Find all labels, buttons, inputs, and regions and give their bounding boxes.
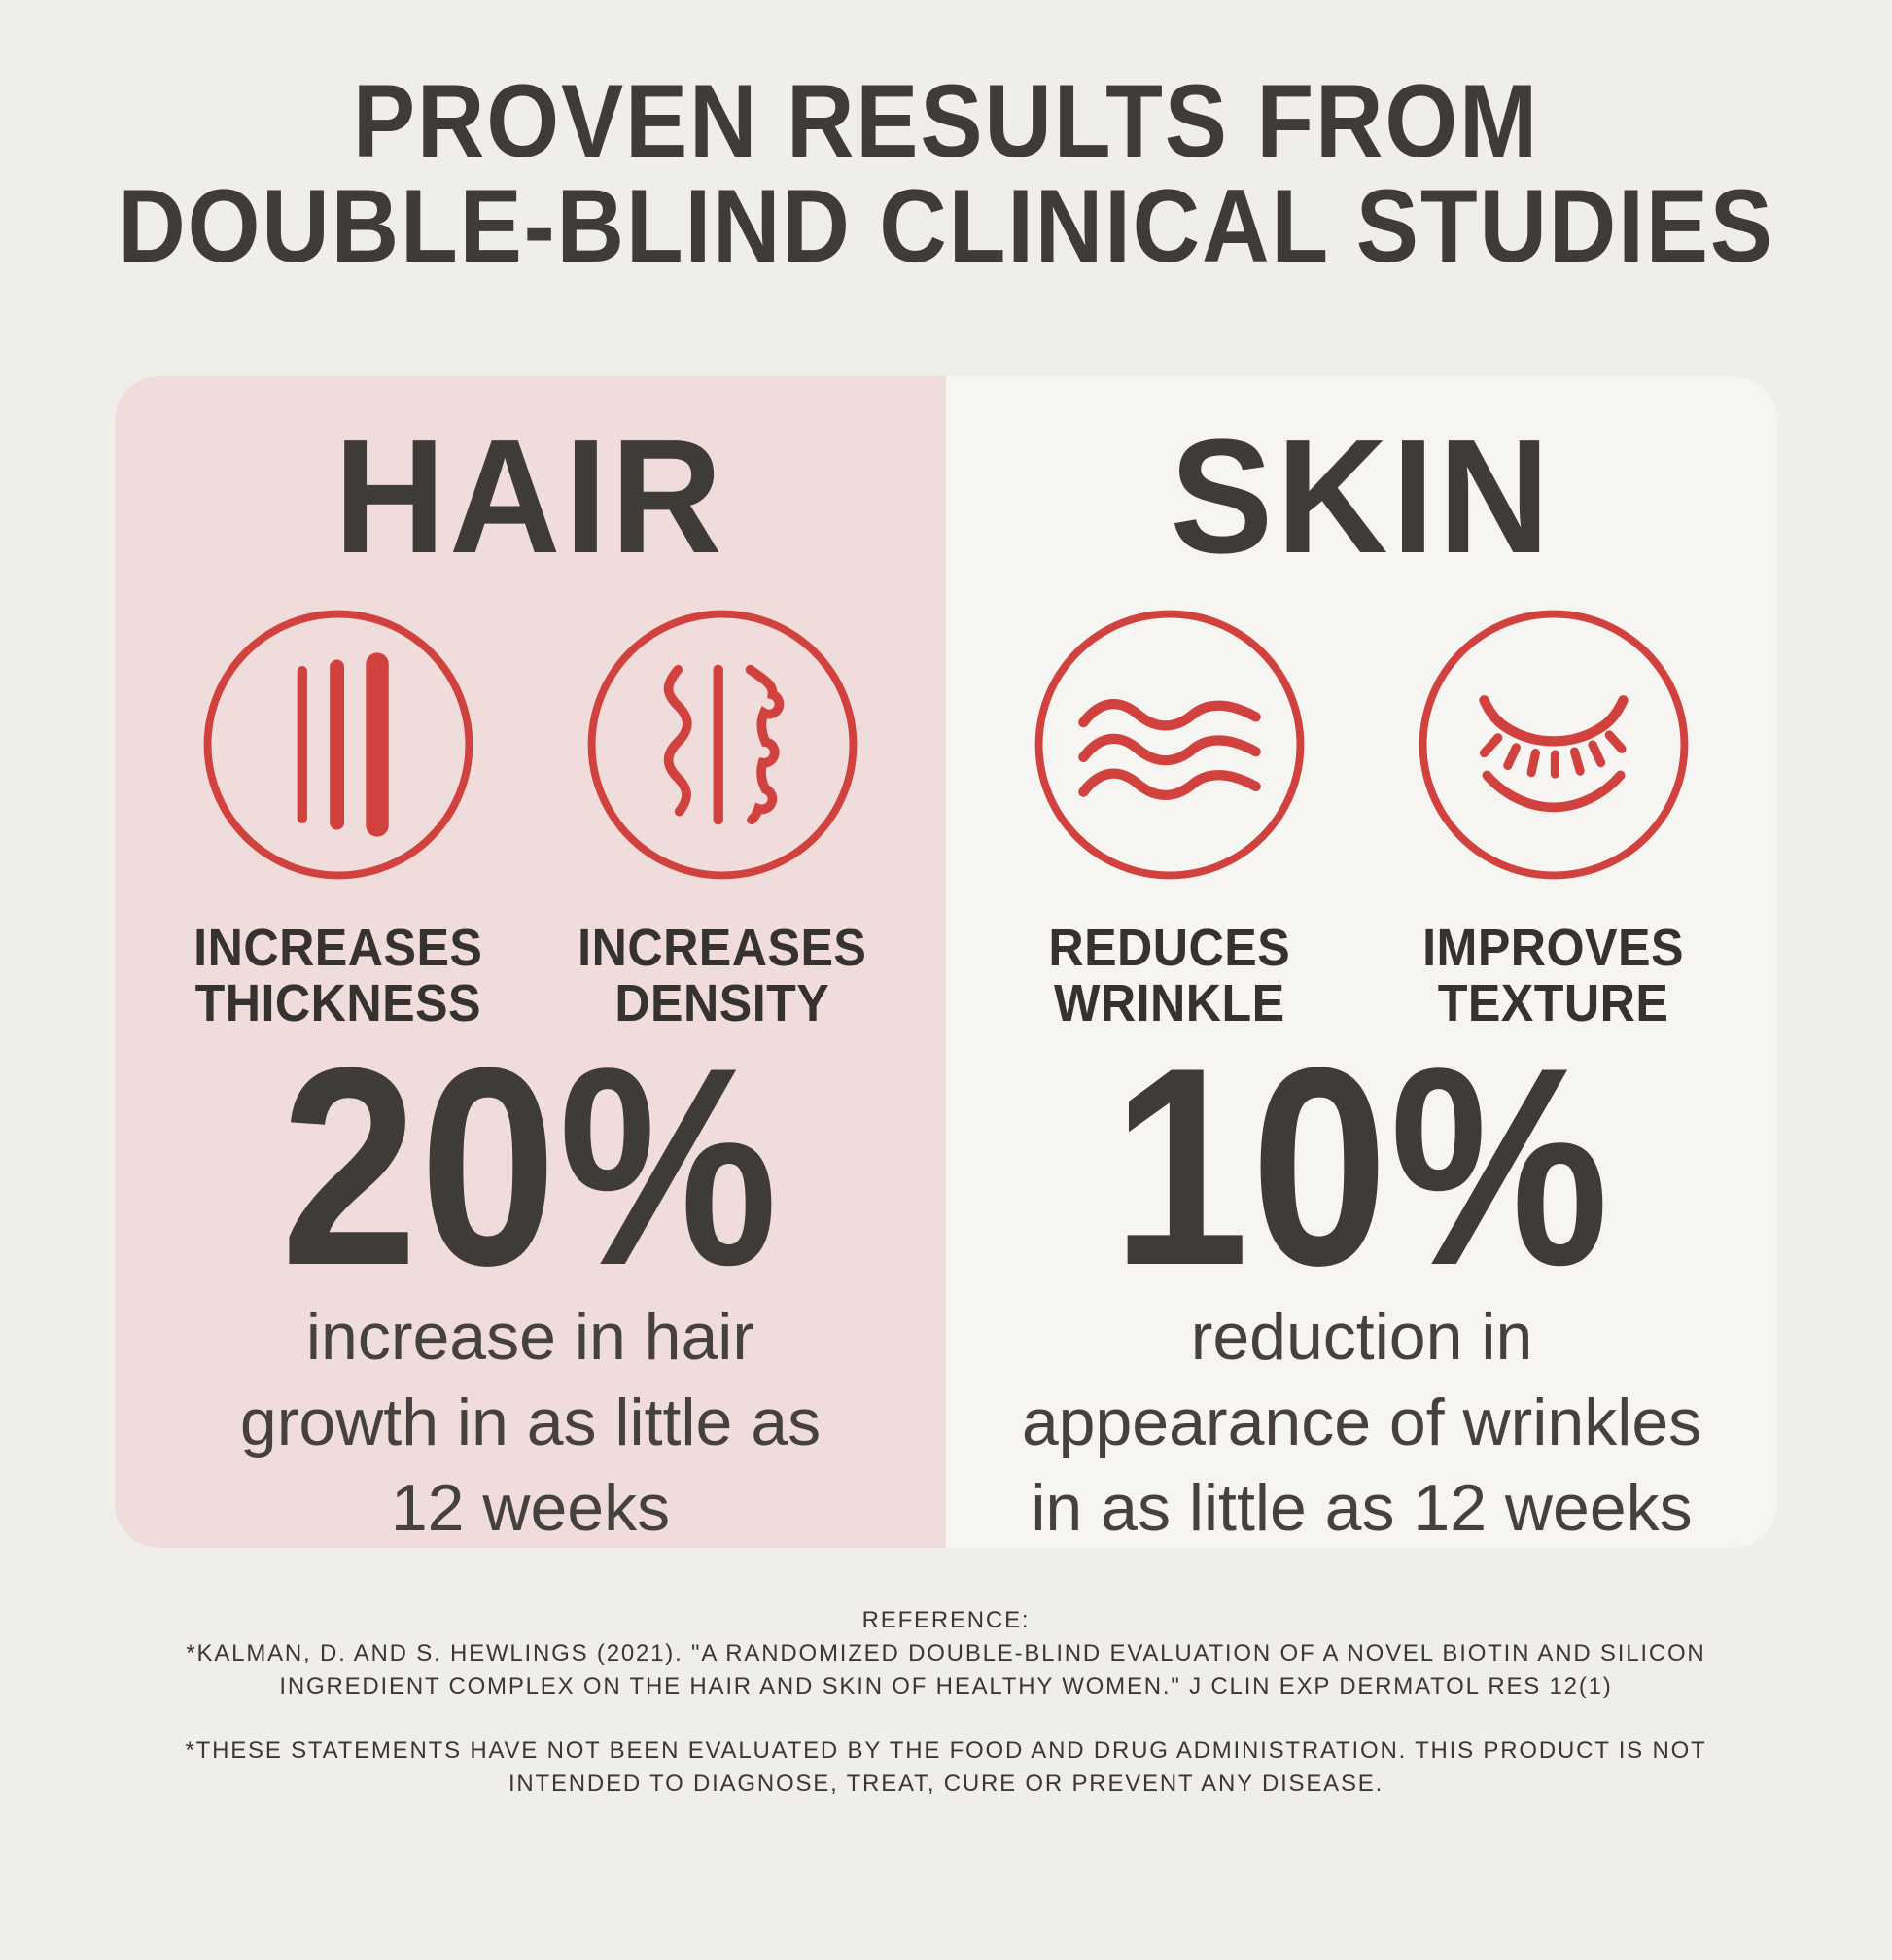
hair-stat-description: increase in hair growth in as little as … [240, 1294, 821, 1548]
hair-stat-value: 20% [280, 1009, 781, 1324]
label-line: INCREASES [578, 919, 867, 977]
skin-panel: SKIN REDUCES WRINKLE [946, 376, 1777, 1548]
label-line: TEXTURE [1438, 974, 1669, 1032]
reference-line: *KALMAN, D. AND S. HEWLINGS (2021). "A R… [186, 1640, 1706, 1666]
skin-wrinkle-icon [1031, 606, 1309, 884]
label-line: WRINKLE [1054, 974, 1285, 1032]
desc-line: increase in hair [305, 1300, 755, 1374]
skin-stat-value: 10% [1111, 1009, 1612, 1324]
infographic-page: PROVEN RESULTS FROM DOUBLE-BLIND CLINICA… [0, 68, 1892, 1960]
hair-panel: HAIR INCREASES THICKNESS [115, 376, 946, 1548]
skin-wrinkle-label: REDUCES WRINKLE [1049, 921, 1291, 1032]
hair-density-cell: INCREASES DENSITY [531, 606, 915, 1032]
skin-texture-label: IMPROVES TEXTURE [1423, 921, 1685, 1032]
skin-icons-row: REDUCES WRINKLE [978, 606, 1746, 1032]
reference-line: INGREDIENT COMPLEX ON THE HAIR AND SKIN … [279, 1673, 1613, 1699]
label-line: IMPROVES [1422, 919, 1685, 977]
skin-wrinkle-cell: REDUCES WRINKLE [978, 606, 1362, 1032]
desc-line: reduction in [1190, 1300, 1533, 1374]
page-title: PROVEN RESULTS FROM DOUBLE-BLIND CLINICA… [94, 68, 1797, 278]
page-title-line1: PROVEN RESULTS FROM [352, 62, 1540, 179]
desc-line: growth in as little as [239, 1385, 822, 1459]
hair-thickness-icon [199, 606, 477, 884]
skin-texture-icon [1415, 606, 1693, 884]
desc-line: appearance of wrinkles [1021, 1385, 1702, 1459]
hair-thickness-label: INCREASES THICKNESS [193, 921, 482, 1032]
skin-panel-heading: SKIN [1170, 406, 1554, 587]
label-line: INCREASES [193, 919, 483, 977]
disclaimer-line: *THESE STATEMENTS HAVE NOT BEEN EVALUATE… [185, 1737, 1707, 1764]
label-line: THICKNESS [194, 974, 482, 1032]
hair-density-icon [583, 606, 861, 884]
hair-icons-row: INCREASES THICKNESS INCREAS [147, 606, 915, 1032]
label-line: DENSITY [614, 974, 830, 1032]
label-line: REDUCES [1048, 919, 1291, 977]
hair-panel-heading: HAIR [333, 406, 727, 587]
desc-line: in as little as 12 weeks [1031, 1471, 1693, 1545]
disclaimer-line: INTENDED TO DIAGNOSE, TREAT, CURE OR PRE… [508, 1770, 1384, 1797]
skin-stat-description: reduction in appearance of wrinkles in a… [1022, 1294, 1701, 1548]
results-panels: HAIR INCREASES THICKNESS [115, 376, 1777, 1548]
desc-line: 12 weeks [390, 1471, 671, 1545]
hair-density-label: INCREASES DENSITY [578, 921, 866, 1032]
page-title-line2: DOUBLE-BLIND CLINICAL STUDIES [118, 167, 1774, 284]
hair-thickness-cell: INCREASES THICKNESS [147, 606, 531, 1032]
skin-texture-cell: IMPROVES TEXTURE [1362, 606, 1746, 1032]
reference-heading: REFERENCE: [861, 1607, 1031, 1633]
footer-fine-print: REFERENCE: *KALMAN, D. AND S. HEWLINGS (… [0, 1604, 1892, 1801]
